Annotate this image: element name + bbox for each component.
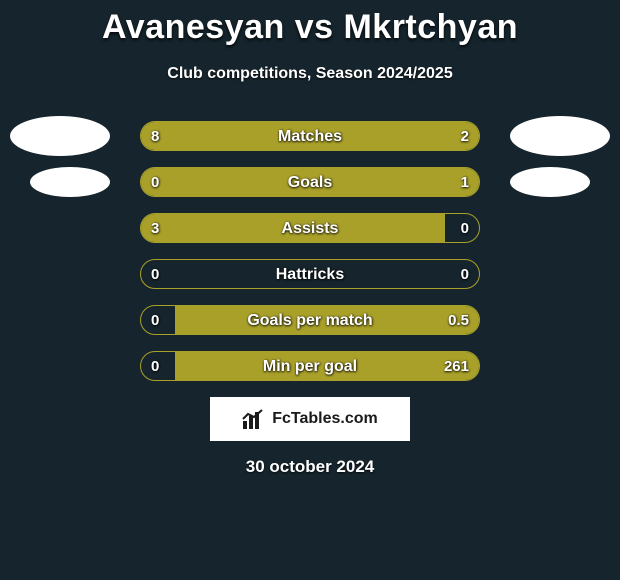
bar-track: 0 Hattricks 0	[140, 259, 480, 289]
team-left-logo-placeholder	[30, 167, 110, 197]
player-right-avatar-placeholder	[510, 116, 610, 156]
value-left: 3	[151, 214, 159, 243]
stat-row: 0 Hattricks 0	[0, 259, 620, 289]
stat-row: 3 Assists 0	[0, 213, 620, 243]
bar-track: 0 Goals per match 0.5	[140, 305, 480, 335]
value-right: 0.5	[448, 306, 469, 335]
comparison-chart: 8 Matches 2 0 Goals 1 3 Assists 0	[0, 121, 620, 381]
bar-track: 0 Goals 1	[140, 167, 480, 197]
value-right: 0	[461, 260, 469, 289]
value-right: 2	[461, 122, 469, 151]
bar-right	[175, 306, 479, 334]
bar-left	[141, 214, 445, 242]
stat-row: 0 Goals per match 0.5	[0, 305, 620, 335]
stat-row: 0 Min per goal 261	[0, 351, 620, 381]
stat-label: Hattricks	[141, 260, 479, 289]
brand-chart-icon	[242, 409, 266, 429]
brand-box[interactable]: FcTables.com	[210, 397, 410, 441]
value-left: 0	[151, 352, 159, 381]
subtitle: Club competitions, Season 2024/2025	[0, 65, 620, 83]
brand-text: FcTables.com	[272, 410, 378, 428]
bar-track: 3 Assists 0	[140, 213, 480, 243]
value-left: 0	[151, 168, 159, 197]
player-left-avatar-placeholder	[10, 116, 110, 156]
value-left: 0	[151, 306, 159, 335]
bar-track: 8 Matches 2	[140, 121, 480, 151]
bar-right	[202, 168, 479, 196]
stat-row: 8 Matches 2	[0, 121, 620, 151]
bar-left	[141, 122, 411, 150]
value-right: 261	[444, 352, 469, 381]
value-right: 1	[461, 168, 469, 197]
value-right: 0	[461, 214, 469, 243]
value-left: 8	[151, 122, 159, 151]
stat-row: 0 Goals 1	[0, 167, 620, 197]
team-right-logo-placeholder	[510, 167, 590, 197]
value-left: 0	[151, 260, 159, 289]
bar-right	[175, 352, 479, 380]
bar-track: 0 Min per goal 261	[140, 351, 480, 381]
page-title: Avanesyan vs Mkrtchyan	[0, 0, 620, 47]
date-label: 30 october 2024	[0, 457, 620, 477]
